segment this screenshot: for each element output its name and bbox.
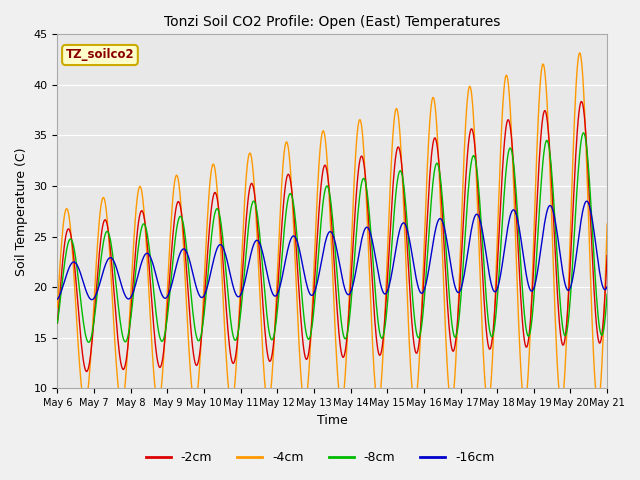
X-axis label: Time: Time [317,414,348,427]
Y-axis label: Soil Temperature (C): Soil Temperature (C) [15,147,28,276]
Text: TZ_soilco2: TZ_soilco2 [66,48,134,61]
Legend: -2cm, -4cm, -8cm, -16cm: -2cm, -4cm, -8cm, -16cm [141,446,499,469]
Title: Tonzi Soil CO2 Profile: Open (East) Temperatures: Tonzi Soil CO2 Profile: Open (East) Temp… [164,15,500,29]
